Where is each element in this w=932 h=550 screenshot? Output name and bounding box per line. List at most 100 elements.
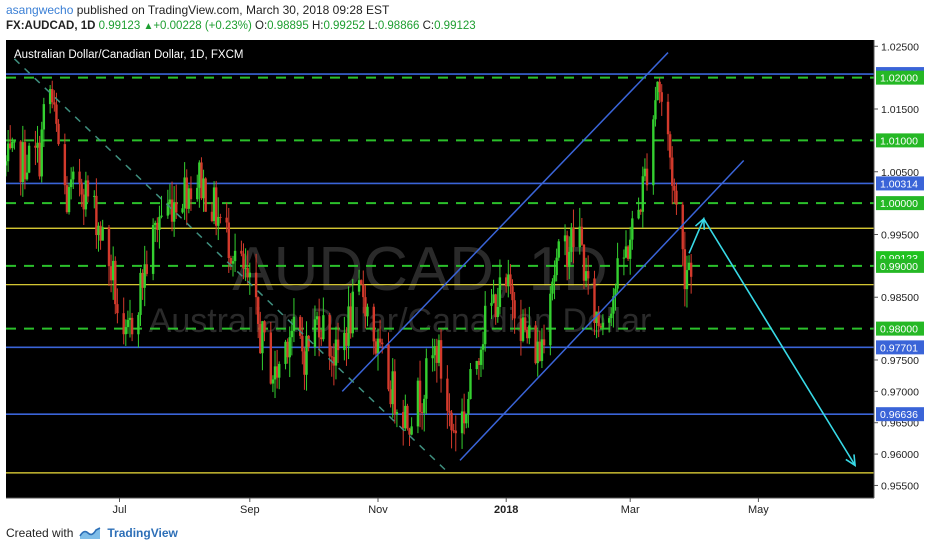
candle-down	[509, 274, 512, 287]
candle-up	[475, 360, 478, 370]
candle-up	[166, 202, 170, 216]
candle-up	[137, 314, 140, 335]
candle-up	[11, 141, 14, 149]
low-label: L:	[368, 20, 378, 32]
candle-up	[151, 224, 155, 274]
candle-down	[639, 209, 642, 212]
candle-up	[507, 274, 510, 287]
candle-up	[376, 338, 380, 354]
candle-down	[408, 428, 411, 435]
candle-up	[521, 317, 525, 341]
candle-down	[683, 249, 687, 290]
candle-down	[381, 342, 384, 345]
trend-line-dashed-teal-2[interactable]	[13, 58, 446, 471]
candle-up	[622, 257, 626, 259]
candle-up	[479, 349, 483, 365]
y-tick-label: 0.96000	[881, 449, 919, 461]
candle-up	[6, 143, 10, 162]
candle-down	[538, 341, 542, 361]
candle-up	[357, 280, 361, 292]
x-tick-label: Jul	[112, 504, 126, 516]
high-value: 0.99252	[323, 20, 366, 32]
candle-down	[301, 335, 304, 352]
candle-up	[610, 313, 613, 319]
candle-down	[109, 266, 113, 281]
candle-up	[551, 281, 554, 294]
candle-up	[685, 270, 689, 290]
candle-up	[172, 202, 176, 222]
candle-up	[126, 319, 130, 328]
candle-down	[336, 339, 340, 351]
candle-down	[38, 142, 41, 177]
candle-up	[292, 316, 296, 331]
candle-down	[599, 325, 602, 328]
candle-down	[597, 311, 600, 326]
candle-up	[334, 339, 338, 366]
candle-down	[689, 262, 693, 277]
candle-down	[170, 199, 174, 222]
last-price: 0.99123	[98, 20, 141, 32]
low-value: 0.98866	[377, 20, 420, 32]
candle-down	[189, 188, 193, 200]
candle-down	[145, 264, 149, 274]
candle-up	[278, 363, 281, 378]
candle-down	[349, 306, 352, 334]
candle-down	[114, 260, 117, 305]
candle-down	[582, 244, 586, 281]
candle-down	[51, 89, 54, 103]
candle-down	[286, 341, 289, 358]
trend-line-blue-0[interactable]	[341, 52, 669, 392]
candle-down	[446, 378, 449, 411]
candle-down	[332, 357, 336, 366]
candle-down	[116, 304, 119, 314]
candle-up	[631, 218, 634, 240]
created-with-text: Created with	[6, 526, 74, 540]
candle-up	[244, 268, 247, 270]
candle-up	[93, 195, 96, 197]
open-label: O:	[255, 20, 268, 32]
price-label-green: 1.02000	[880, 73, 918, 85]
candle-down	[420, 412, 424, 414]
candle-down	[513, 300, 516, 319]
author-link[interactable]: asangwecho	[6, 3, 74, 17]
price-label-green: 1.00000	[880, 198, 918, 210]
price-label-badge-green	[876, 196, 924, 211]
candle-down	[452, 430, 455, 432]
candle-down	[95, 195, 98, 236]
candle-down	[185, 177, 188, 209]
candle-up	[248, 272, 251, 278]
candle-down	[494, 294, 497, 318]
price-label-green: 0.98000	[880, 324, 918, 336]
candle-up	[391, 371, 394, 405]
candle-up	[69, 179, 73, 188]
candle-down	[387, 344, 390, 390]
candle-up	[395, 412, 399, 415]
candle-up	[629, 239, 632, 259]
candle-down	[200, 162, 203, 199]
candle-up	[25, 172, 29, 180]
candle-down	[389, 389, 392, 405]
candle-down	[523, 317, 527, 330]
candle-up	[84, 180, 88, 210]
candle-down	[586, 271, 590, 279]
candle-up	[202, 178, 205, 199]
x-tick-label: May	[748, 504, 769, 516]
candle-down	[263, 321, 266, 333]
candle-down	[406, 405, 409, 429]
candle-down	[658, 81, 661, 93]
candle-up	[498, 277, 502, 307]
candle-up	[212, 187, 216, 222]
candle-up	[425, 358, 428, 399]
x-tick-label: 2018	[494, 504, 518, 516]
candle-up	[305, 335, 308, 375]
tradingview-brand[interactable]: TradingView	[107, 526, 178, 540]
price-label-badge-green	[876, 133, 924, 148]
candle-up	[416, 380, 420, 427]
close-value: 0.99123	[434, 20, 476, 32]
trend-line-blue-1[interactable]	[459, 159, 745, 461]
candle-up	[557, 241, 560, 258]
publication-header: asangwecho published on TradingView.com,…	[6, 3, 389, 17]
price-label-badge-blue	[876, 176, 924, 191]
candle-up	[196, 187, 199, 200]
